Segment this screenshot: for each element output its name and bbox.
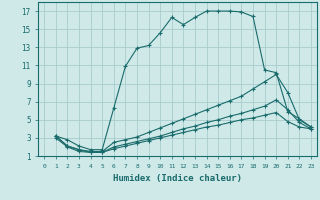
X-axis label: Humidex (Indice chaleur): Humidex (Indice chaleur) xyxy=(113,174,242,183)
